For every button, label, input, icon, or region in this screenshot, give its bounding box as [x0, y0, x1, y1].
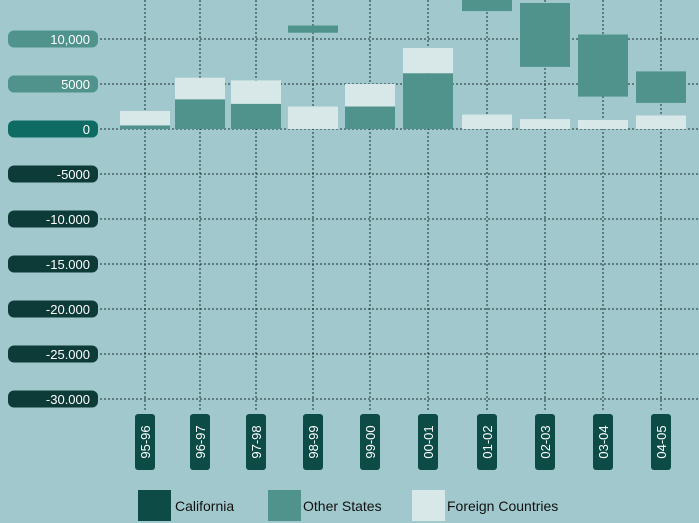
- bar-segment-foreign-countries-01-02: [462, 114, 512, 129]
- bar-segment-foreign-countries-97-98: [231, 80, 281, 104]
- bar-segment-other-states-96-97: [175, 99, 225, 129]
- x-axis: 95-96 96-97 97-98 98-99 99-00 00-01 01-02 02-03…: [135, 414, 671, 470]
- bars: [120, 0, 686, 129]
- x-tick-label: 04-05: [654, 425, 669, 458]
- bar-segment-foreign-countries-95-96: [120, 111, 170, 126]
- x-tick-badge: [303, 414, 323, 470]
- bar-segment-foreign-countries-02-03: [520, 119, 570, 129]
- bar-segment-foreign-countries-04-05: [636, 115, 686, 129]
- x-tick-label: 97-98: [249, 425, 264, 458]
- bar-segment-other-states-98-99: [288, 25, 338, 33]
- y-tick-label: -5000: [57, 167, 90, 182]
- bar-segment-foreign-countries-00-01: [403, 48, 453, 74]
- y-tick-badge: [8, 390, 98, 408]
- legend-label: Other States: [303, 498, 382, 514]
- y-tick-label: -10.000: [46, 212, 90, 227]
- bar-segment-other-states-02-03: [520, 3, 570, 67]
- x-tick-label: 95-96: [138, 425, 153, 458]
- y-tick-label: -30.000: [46, 392, 90, 407]
- legend-label: Foreign Countries: [447, 498, 558, 514]
- y-tick-label: -25.000: [46, 347, 90, 362]
- x-tick-label: 02-03: [538, 425, 553, 458]
- bar-segment-foreign-countries-99-00: [345, 84, 395, 107]
- x-tick-badge: [246, 414, 266, 470]
- y-tick-badge: [8, 75, 98, 93]
- y-tick-badge: [8, 30, 98, 48]
- y-axis: 10,000 5000 0 -5000 -10.000 -15.000 -20.000 -25…: [8, 30, 98, 408]
- y-tick-label: -20.000: [46, 302, 90, 317]
- y-tick-badge: [8, 165, 98, 183]
- x-tick-badge: [651, 414, 671, 470]
- bar-segment-foreign-countries-03-04: [578, 120, 628, 129]
- y-tick-label: 0: [83, 122, 90, 137]
- y-tick-badge: [8, 300, 98, 318]
- y-tick-label: 5000: [61, 77, 90, 92]
- y-tick-label: 10,000: [50, 32, 90, 47]
- y-tick-badge: [8, 120, 98, 138]
- x-tick-badge: [418, 414, 438, 470]
- bar-segment-foreign-countries-98-99: [288, 106, 338, 129]
- x-tick-badge: [135, 414, 155, 470]
- x-tick-badge: [190, 414, 210, 470]
- bar-segment-other-states-01-02: [462, 0, 512, 12]
- x-tick-badge: [535, 414, 555, 470]
- y-tick-label: -15.000: [46, 257, 90, 272]
- x-tick-badge: [360, 414, 380, 470]
- bar-segment-foreign-countries-96-97: [175, 77, 225, 100]
- x-tick-badge: [593, 414, 613, 470]
- bar-segment-other-states-99-00: [345, 106, 395, 129]
- x-tick-label: 96-97: [193, 425, 208, 458]
- x-tick-badge: [477, 414, 497, 470]
- x-tick-label: 01-02: [480, 425, 495, 458]
- x-tick-label: 98-99: [306, 425, 321, 458]
- legend-label: California: [175, 498, 234, 514]
- y-tick-badge: [8, 255, 98, 273]
- bar-segment-other-states-95-96: [120, 125, 170, 129]
- bar-segment-other-states-00-01: [403, 73, 453, 129]
- x-tick-label: 00-01: [421, 425, 436, 458]
- y-tick-badge: [8, 210, 98, 228]
- bar-segment-other-states-03-04: [578, 34, 628, 97]
- x-tick-label: 03-04: [596, 425, 611, 458]
- legend: California Other States Foreign Countries: [138, 490, 558, 521]
- legend-swatch-other-states: [268, 490, 301, 521]
- bar-segment-other-states-97-98: [231, 103, 281, 129]
- bar-segment-other-states-04-05: [636, 71, 686, 103]
- legend-swatch-foreign-countries: [412, 490, 445, 521]
- x-tick-label: 99-00: [363, 425, 378, 458]
- legend-swatch-california: [138, 490, 171, 521]
- y-tick-badge: [8, 345, 98, 363]
